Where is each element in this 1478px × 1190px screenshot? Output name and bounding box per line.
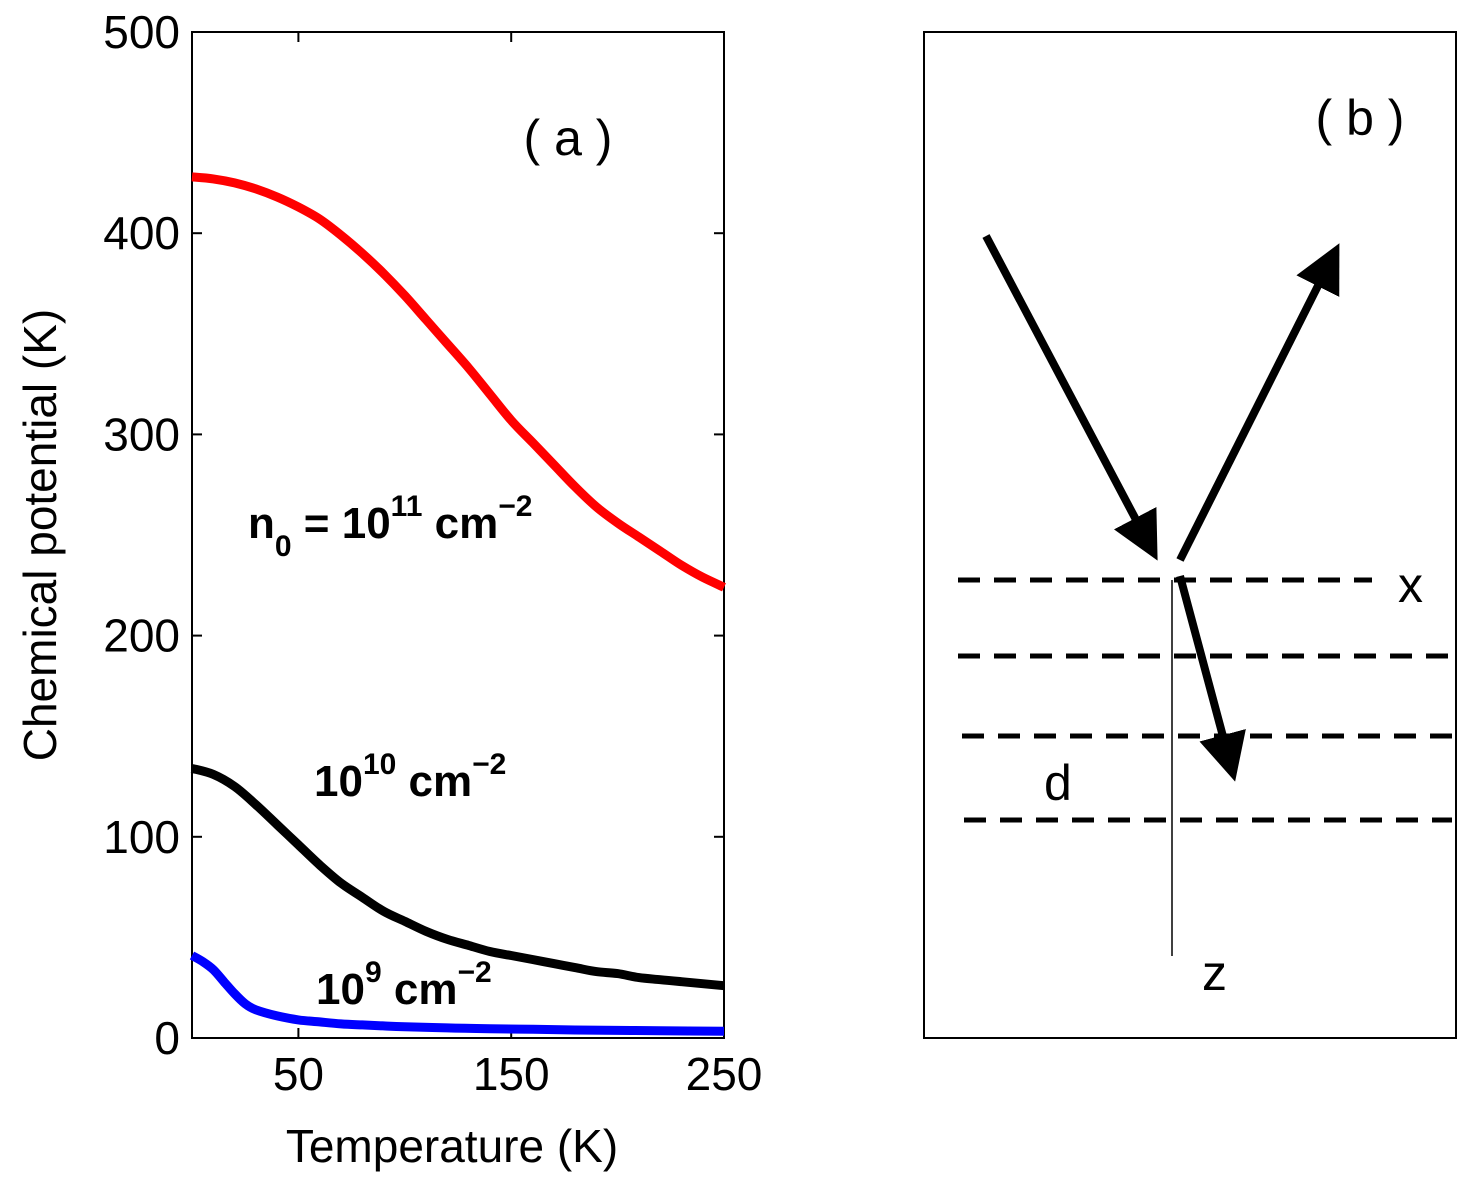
y-axis-label: Chemical potential (K) (14, 309, 66, 762)
label-black-curve: 1010 cm−2 (314, 748, 506, 806)
incident-arrow (982, 234, 1158, 561)
y-tick-label: 100 (103, 811, 180, 863)
curve-1e10 (190, 764, 725, 991)
panel-b-label: ( b ) (1316, 90, 1405, 146)
plot-a-frame (191, 31, 725, 1039)
y-tick-label: 400 (103, 207, 180, 259)
y-tick-label: 300 (103, 408, 180, 460)
x-axis-letter: x (1398, 557, 1423, 613)
label-blue-curve: 109 cm−2 (316, 956, 492, 1014)
diagram-b-frame (923, 31, 1457, 1039)
x-axis-label: Temperature (K) (286, 1120, 618, 1172)
plot-a-ticks: 0 100 200 300 400 500 50 150 250 (103, 6, 762, 1100)
y-tick-label: 200 (103, 610, 180, 662)
plot-a-curves (189, 172, 726, 1036)
panel-a-label: ( a ) (524, 110, 613, 166)
z-axis-letter: z (1202, 945, 1227, 1001)
reflected-arrow (1176, 243, 1340, 562)
curve-1e9 (189, 951, 725, 1036)
curve-n0-1e11 (191, 172, 726, 592)
y-tick-label: 500 (103, 6, 180, 58)
transmitted-arrow (1176, 574, 1246, 782)
x-tick-label: 150 (473, 1048, 550, 1100)
x-tick-label: 50 (273, 1048, 324, 1100)
y-tick-label: 0 (154, 1012, 180, 1064)
label-red-curve: n0 = 1011 cm−2 (248, 490, 532, 563)
spacing-d-letter: d (1044, 755, 1072, 811)
x-tick-label: 250 (686, 1048, 763, 1100)
